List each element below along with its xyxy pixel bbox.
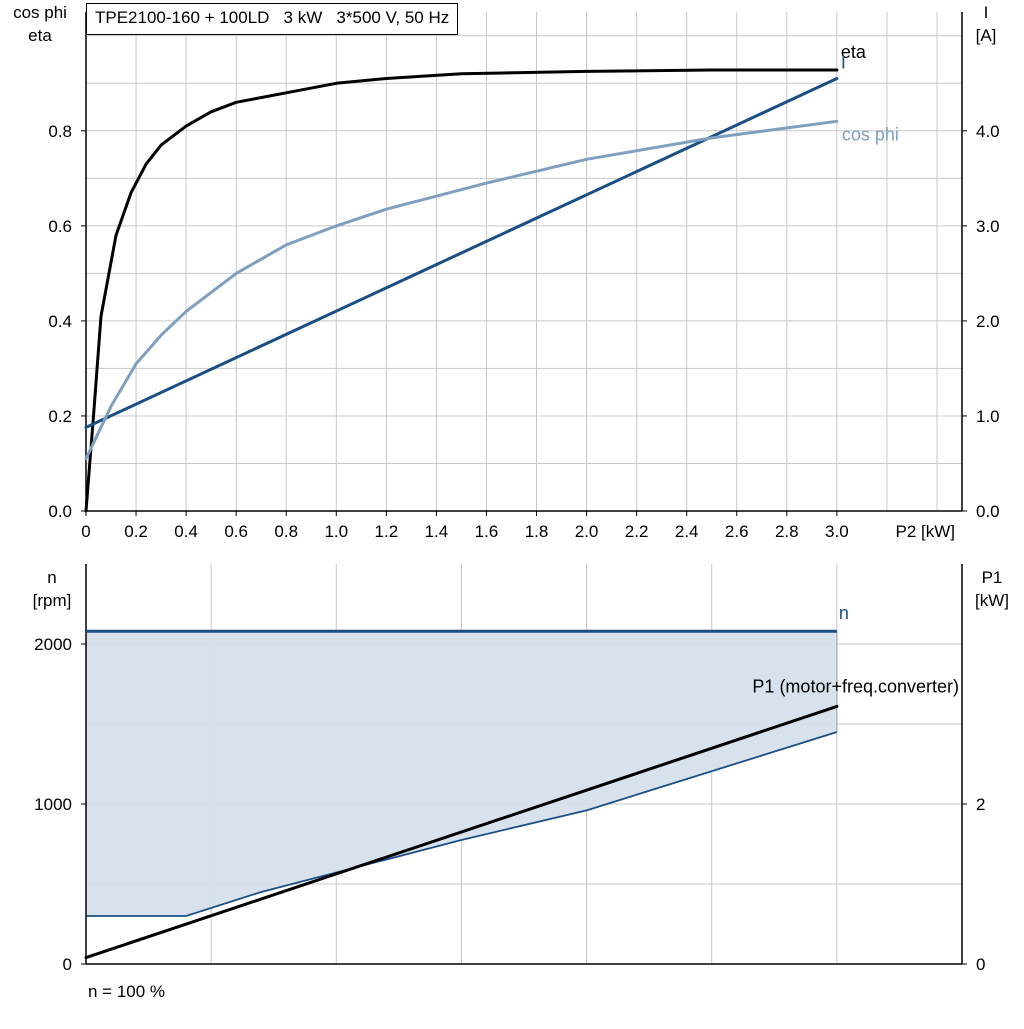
top-x-tick-label: 2.2 — [625, 522, 649, 541]
top-x-tick-label: 3.0 — [825, 522, 849, 541]
top-x-tick-label: 0.4 — [174, 522, 198, 541]
chart-title: TPE2100-160 + 100LD 3 kW 3*500 V, 50 Hz — [86, 3, 459, 35]
top-x-tick-label: 0 — [81, 522, 90, 541]
bottom-y-axis-label: [rpm] — [33, 591, 72, 610]
bottom-y-tick-label: 2000 — [34, 635, 72, 654]
top-y2-tick-label: 2.0 — [976, 312, 1000, 331]
top-y-tick-label: 0.6 — [48, 217, 72, 236]
top-y2-tick-label: 1.0 — [976, 407, 1000, 426]
top-x-tick-label: 1.2 — [375, 522, 399, 541]
cos-phi-curve — [84, 119, 839, 461]
cos-phi-curve-label: cos phi — [842, 124, 899, 144]
bottom-y2-axis-label: [kW] — [975, 591, 1009, 610]
bottom-y-axis-label: n — [47, 568, 56, 587]
top-y-tick-label: 0.2 — [48, 407, 72, 426]
p1-power-line — [84, 704, 839, 960]
top-x-tick-label: 1.6 — [475, 522, 499, 541]
speed-note: n = 100 % — [88, 982, 166, 1001]
top-x-tick-label: 0.6 — [224, 522, 248, 541]
bottom-y2-tick-label: 0 — [976, 955, 985, 974]
top-y2-axis-label: [A] — [976, 26, 997, 45]
top-y2-tick-label: 3.0 — [976, 217, 1000, 236]
top-y-tick-label: 0.8 — [48, 122, 72, 141]
top-y-axis-label: eta — [28, 26, 52, 45]
eta-curve — [84, 68, 839, 513]
top-y2-tick-label: 4.0 — [976, 122, 1000, 141]
eta-curve-label: eta — [841, 42, 867, 62]
top-x-tick-label: 2.4 — [675, 522, 699, 541]
operating-range-band — [86, 631, 837, 916]
top-y-tick-label: 0.0 — [48, 502, 72, 521]
top-x-tick-label: 2.6 — [725, 522, 749, 541]
bottom-y-tick-label: 1000 — [34, 795, 72, 814]
top-x-tick-label: 2.0 — [575, 522, 599, 541]
top-x-tick-label: 2.8 — [775, 522, 799, 541]
top-x-tick-label: 0.2 — [124, 522, 148, 541]
bottom-y2-tick-label: 2 — [976, 795, 985, 814]
top-y2-axis-label: I — [984, 3, 989, 22]
top-x-axis-label: P2 [kW] — [895, 522, 955, 541]
bottom-y2-axis-label: P1 — [982, 568, 1003, 587]
top-x-tick-label: 0.8 — [274, 522, 298, 541]
top-y2-tick-label: 0.0 — [976, 502, 1000, 521]
top-x-tick-label: 1.0 — [324, 522, 348, 541]
top-y-tick-label: 0.4 — [48, 312, 72, 331]
top-x-tick-label: 1.4 — [425, 522, 449, 541]
top-y-axis-label: cos phi — [13, 3, 67, 22]
current-line-label: I — [841, 53, 846, 73]
speed-n-label: n — [839, 603, 849, 623]
top-x-tick-label: 1.8 — [525, 522, 549, 541]
p1-power-label: P1 (motor+freq.converter) — [752, 676, 959, 696]
bottom-y-tick-label: 0 — [63, 955, 72, 974]
